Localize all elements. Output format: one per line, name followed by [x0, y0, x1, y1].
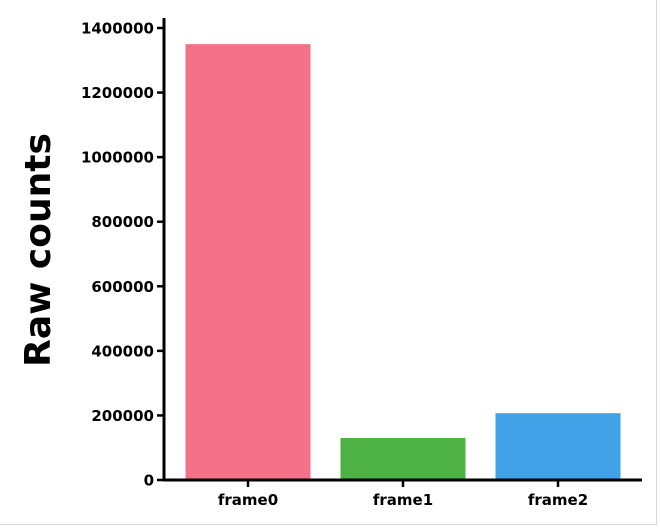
y-tick-label: 1400000 — [81, 20, 154, 38]
bar-frame2 — [495, 413, 621, 480]
bars-group — [185, 44, 621, 481]
y-tick-label: 800000 — [91, 213, 154, 231]
x-tick-label-frame1: frame1 — [373, 491, 433, 509]
x-ticks-group: frame0 frame1 frame2 — [218, 480, 588, 509]
y-tick-label: 0 — [144, 472, 154, 490]
y-ticks-group: 0 200000 400000 600000 800000 1000000 1200000 1… — [81, 20, 164, 490]
x-tick-label-frame0: frame0 — [218, 491, 278, 509]
y-tick-label: 1000000 — [81, 149, 154, 167]
y-tick-label: 600000 — [91, 278, 154, 296]
y-tick-label: 400000 — [91, 342, 154, 360]
y-tick-label: 1200000 — [81, 84, 154, 102]
y-axis-title: Raw counts — [18, 133, 59, 367]
bar-frame1 — [340, 438, 466, 480]
x-tick-label-frame2: frame2 — [528, 491, 588, 509]
y-tick-label: 200000 — [91, 407, 154, 425]
bar-frame0 — [185, 44, 311, 481]
